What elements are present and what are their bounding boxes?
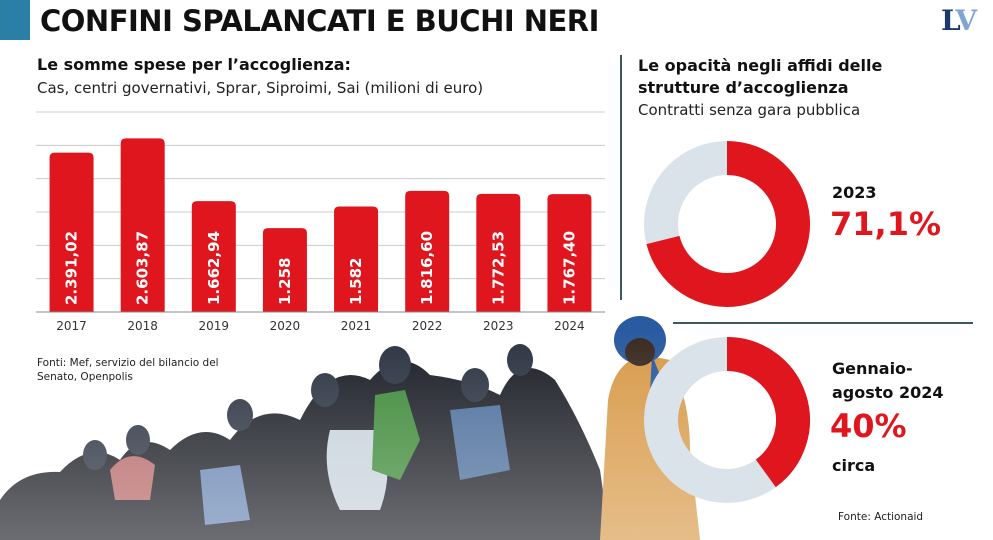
logo-letter-l: L: [941, 4, 957, 37]
right-panel-title: Le opacità negli affidi delle strutture …: [638, 56, 883, 97]
x-tick-label: 2021: [341, 319, 372, 333]
bar-2021: [334, 206, 379, 312]
title-accent-block: [0, 0, 30, 40]
x-tick-label: 2024: [554, 319, 585, 333]
donut2-note: circa: [832, 456, 876, 475]
donut1-value: 71,1%: [830, 205, 942, 243]
bar-value-label: 2.603,87: [134, 231, 152, 305]
bar-value-label: 1.258: [276, 258, 294, 305]
bar-value-label: 1.767,40: [560, 231, 578, 305]
bar-value-label: 1.816,60: [418, 231, 436, 305]
bar-2019: [191, 201, 236, 312]
vertical-divider: [620, 55, 622, 300]
bar-2023: [476, 193, 521, 312]
donut1-label: 2023: [832, 183, 877, 202]
donut-source: Fonte: Actionaid: [838, 511, 924, 523]
horizontal-divider: [673, 322, 973, 324]
bar-2017: [49, 152, 94, 312]
logo-letter-v: V: [955, 4, 977, 37]
x-tick-label: 2023: [483, 319, 514, 333]
bar-value-label: 1.582: [347, 258, 365, 305]
donut1-slice: [646, 141, 810, 307]
bar-2022: [405, 190, 450, 312]
bar-chart-subtitle: Cas, centri governativi, Sprar, Siproimi…: [37, 79, 484, 97]
page-title: CONFINI SPALANCATI E BUCHI NERI: [40, 4, 599, 38]
bar-value-label: 1.662,94: [205, 231, 223, 305]
donut2-value: 40%: [830, 407, 907, 445]
bar-value-label: 1.772,53: [489, 231, 507, 305]
bar-2020: [262, 228, 307, 312]
brand-logo: LV: [941, 4, 977, 37]
donut2-slice: [726, 337, 810, 488]
bar-2024: [547, 194, 592, 312]
bar-2018: [120, 138, 165, 312]
x-tick-label: 2019: [199, 319, 230, 333]
x-tick-label: 2020: [270, 319, 301, 333]
x-tick-label: 2018: [127, 319, 158, 333]
donut2-label: Gennaio-agosto 2024: [832, 359, 944, 402]
bar-chart-title: Le somme spese per l’accoglienza:: [37, 55, 351, 74]
x-tick-label: 2022: [412, 319, 443, 333]
bar-value-label: 2.391,02: [63, 231, 81, 305]
right-panel-subtitle: Contratti senza gara pubblica: [638, 101, 861, 119]
bar-chart-source: Fonti: Mef, servizio del bilancio del Se…: [37, 357, 219, 383]
x-tick-label: 2017: [56, 319, 87, 333]
